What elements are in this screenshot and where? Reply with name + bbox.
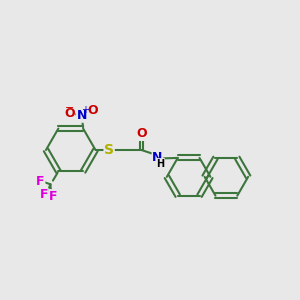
Text: O: O [136, 128, 147, 140]
Text: +: + [81, 105, 89, 115]
Text: N: N [77, 109, 87, 122]
Text: −: − [65, 103, 74, 113]
Text: H: H [156, 159, 164, 169]
Text: F: F [40, 188, 48, 201]
Text: F: F [36, 176, 45, 188]
Text: N: N [152, 151, 163, 164]
Text: O: O [87, 104, 98, 117]
Text: S: S [104, 143, 114, 157]
Text: O: O [64, 107, 75, 120]
Text: F: F [49, 190, 57, 203]
